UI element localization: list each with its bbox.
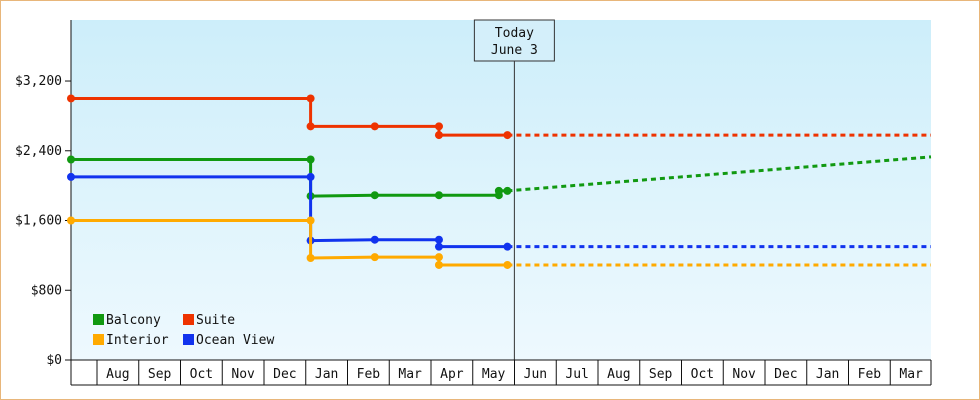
ocean-view-point (306, 172, 315, 181)
balcony-point (494, 186, 503, 195)
suite-point (434, 122, 443, 131)
suite-point (370, 122, 379, 131)
legend-swatch (183, 314, 194, 325)
balcony-point (434, 191, 443, 200)
y-tick-label: $2,400 (15, 144, 62, 159)
suite-point (67, 94, 75, 103)
month-label: Mar (899, 367, 923, 382)
legend-label: Ocean View (196, 333, 274, 348)
balcony-projection-line (507, 155, 932, 193)
month-label: Sep (148, 367, 172, 382)
legend-label: Balcony (106, 313, 161, 328)
x-axis: Aug Sep Oct Nov Dec Jan Feb Mar Apr May Jun Jul Aug S… (70, 359, 932, 386)
month-label: Nov (732, 367, 756, 382)
ocean-view-point (503, 242, 512, 251)
balcony-point (306, 155, 315, 164)
month-label: Aug (607, 367, 630, 382)
series-layer (67, 94, 932, 269)
y-tick-label: $3,200 (15, 74, 62, 89)
month-label: Dec (774, 367, 797, 382)
month-label: Feb (357, 367, 381, 382)
month-label: Sep (649, 367, 673, 382)
legend-swatch (93, 334, 104, 345)
month-label: Nov (231, 367, 255, 382)
today-marker: Today June 3 (473, 19, 555, 360)
y-axis: $0 $800 $1,600 $2,400 $3,200 (15, 20, 72, 368)
balcony-point (370, 191, 379, 200)
interior-point (434, 253, 443, 262)
month-label: Oct (691, 367, 714, 382)
y-tick-label: $1,600 (15, 214, 62, 229)
month-label: Oct (190, 367, 213, 382)
today-date-label: June 3 (491, 43, 538, 58)
month-label: Jan (816, 367, 839, 382)
suite-point (306, 122, 315, 131)
legend: Balcony Suite Interior Ocean View (93, 313, 274, 348)
suite-point (434, 131, 443, 140)
ocean-view-point (370, 235, 379, 244)
month-label: Apr (440, 367, 464, 382)
today-box (473, 19, 555, 62)
interior-point (434, 260, 443, 269)
y-tick-label: $0 (46, 353, 62, 368)
ocean-view-point (434, 242, 443, 251)
balcony-point (67, 155, 75, 164)
suite-point (503, 131, 512, 140)
today-label: Today (495, 26, 534, 41)
interior-point (67, 216, 75, 225)
interior-point (306, 254, 315, 262)
month-label: Aug (106, 367, 129, 382)
interior-point (370, 253, 379, 262)
interior-point (306, 216, 315, 225)
month-label: Dec (273, 367, 296, 382)
balcony-point (503, 186, 512, 195)
ocean-view-point (434, 235, 443, 244)
month-label: Feb (858, 367, 882, 382)
ocean-view-point (67, 172, 75, 181)
month-label: Mar (398, 367, 422, 382)
month-label: May (482, 367, 506, 382)
interior-point (503, 260, 512, 269)
y-tick-label: $800 (31, 283, 62, 298)
legend-swatch (183, 334, 194, 345)
legend-swatch (93, 314, 104, 325)
month-label: Jun (524, 367, 547, 382)
legend-label: Interior (106, 333, 169, 348)
month-label: Jan (315, 367, 338, 382)
suite-point (306, 94, 315, 103)
month-label: Jul (565, 367, 588, 382)
legend-label: Suite (196, 313, 235, 328)
